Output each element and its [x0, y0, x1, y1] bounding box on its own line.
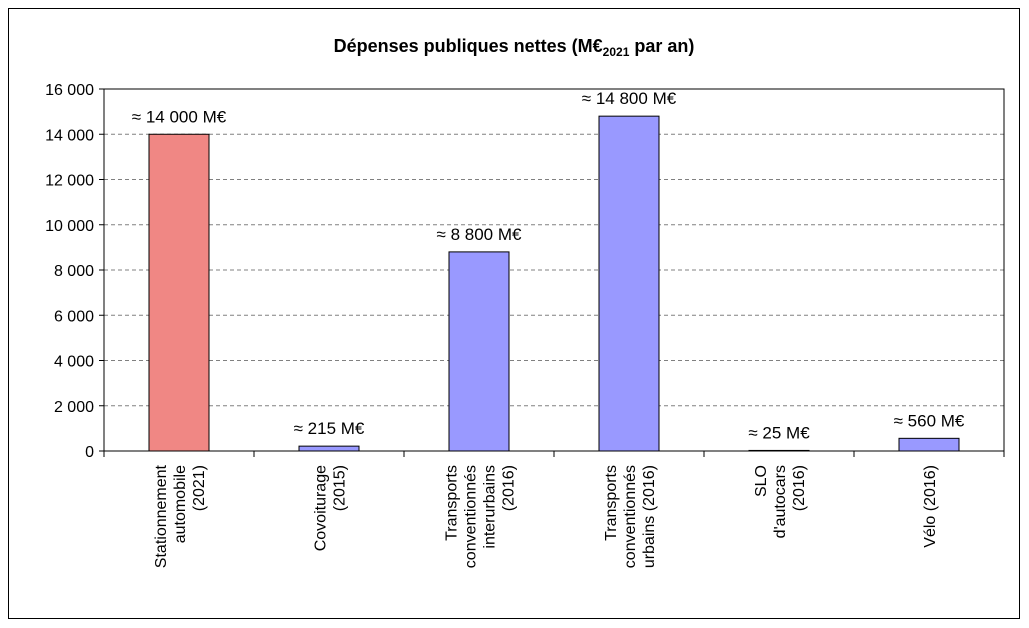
x-tick-label-line: d'autocars	[772, 465, 789, 538]
x-tick-label-line: interurbains	[482, 465, 499, 549]
data-label: ≈ 8 800 M€	[437, 225, 522, 244]
y-tick-label: 16 000	[45, 82, 94, 99]
x-tick-label: Transports conventionnés urbains (2016)	[603, 465, 658, 568]
y-tick-label: 4 000	[54, 354, 94, 371]
chart-title: Dépenses publiques nettes (M€2021 par an…	[334, 36, 695, 59]
y-tick-label: 12 000	[45, 173, 94, 190]
x-tick-label-line: urbains (2016)	[641, 465, 658, 568]
chart-title-main: Dépenses publiques nettes (M€	[334, 36, 603, 56]
x-tick-label-line: conventionnés	[622, 465, 639, 568]
gridlines	[104, 133, 1004, 407]
chart-title-suffix: par an)	[629, 36, 694, 56]
x-axis-ticks: Stationnement automobile (2021) Covoiturage…	[103, 451, 1005, 568]
x-tick-label: Stationnement automobile (2021)	[153, 464, 208, 568]
y-tick-label: 2 000	[54, 399, 94, 416]
x-tick-label: Vélo (2016)	[922, 465, 939, 548]
data-label: ≈ 215 M€	[294, 419, 365, 438]
y-tick-label: 6 000	[54, 308, 94, 325]
x-tick-label-line: conventionnés	[463, 465, 480, 568]
bar	[898, 437, 960, 452]
y-tick-label: 0	[85, 444, 94, 461]
x-tick-label-line: (2016)	[501, 465, 518, 511]
bar	[298, 445, 360, 452]
data-label: ≈ 560 M€	[894, 411, 965, 430]
x-tick-label-line: (2016)	[791, 465, 808, 511]
x-tick-label-line: Covoiturage	[313, 465, 330, 551]
bar	[148, 133, 210, 452]
x-tick-label-line: (2021)	[191, 465, 208, 511]
y-tick-label: 10 000	[45, 218, 94, 235]
x-tick-label-line: Stationnement	[153, 464, 170, 568]
x-tick-label-line: SLO	[753, 465, 770, 497]
bars	[148, 115, 960, 452]
y-tick-label: 14 000	[45, 127, 94, 144]
data-label: ≈ 14 800 M€	[582, 89, 677, 108]
x-tick-label-line: (2015)	[332, 465, 349, 511]
x-tick-label: Transports conventionnés interurbains (2016…	[444, 465, 518, 568]
bar	[598, 115, 660, 452]
chart-title-subscript: 2021	[603, 45, 630, 59]
x-tick-label-line: Transports	[444, 465, 461, 541]
x-tick-label-line: Transports	[603, 465, 620, 541]
data-labels: ≈ 14 000 M€ ≈ 215 M€ ≈ 8 800 M€ ≈ 14 800 M€…	[132, 89, 965, 442]
x-tick-label: Covoiturage (2015)	[313, 465, 349, 551]
x-tick-label-line: Vélo (2016)	[922, 465, 939, 548]
bar	[448, 251, 510, 452]
data-label: ≈ 14 000 M€	[132, 107, 227, 126]
data-label: ≈ 25 M€	[748, 423, 810, 442]
x-tick-label: SLO d'autocars (2016)	[753, 465, 808, 538]
y-axis-ticks: 0 2 000 4 000 6 000 8 000 10 000 12 000 14 000 1…	[45, 82, 104, 461]
y-tick-label: 8 000	[54, 263, 94, 280]
x-tick-label-line: automobile	[172, 465, 189, 543]
